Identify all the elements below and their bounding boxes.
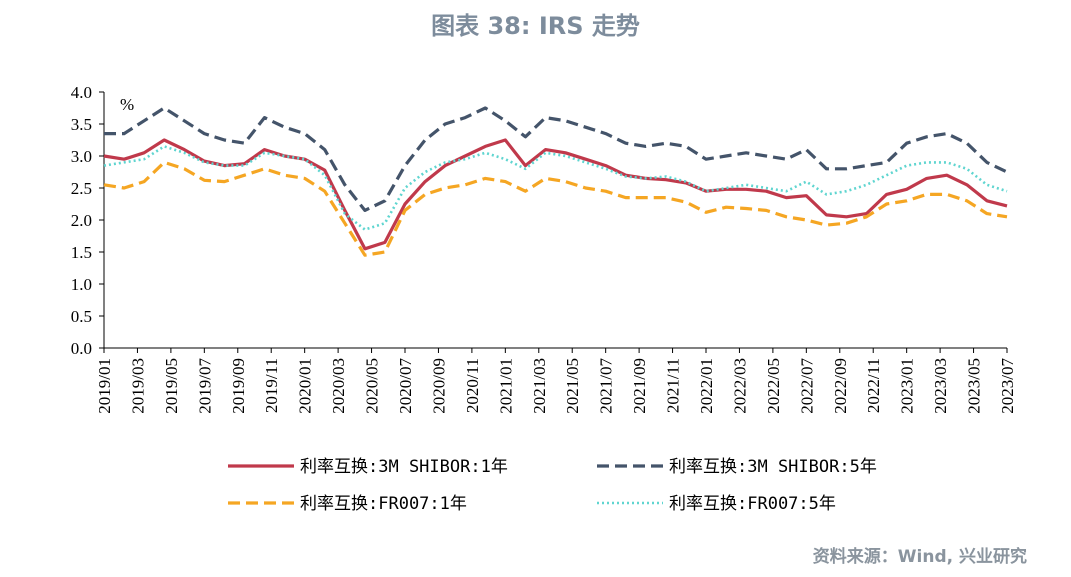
x-tick-label: 2020/11 [463, 358, 482, 413]
x-tick-label: 2019/07 [195, 358, 214, 414]
y-tick-label: 0.5 [71, 307, 92, 326]
series-line-1 [103, 138, 1008, 251]
x-tick-label: 2022/09 [831, 358, 850, 414]
x-tick-label: 2023/01 [898, 358, 917, 414]
x-tick-label: 2023/05 [965, 358, 984, 414]
legend: 利率互换:3M SHIBOR:1年 利率互换:3M SHIBOR:5年利率互换:F… [228, 457, 877, 514]
x-tick-label: 2021/07 [597, 358, 616, 414]
x-tick-label: 2023/03 [931, 358, 950, 414]
x-tick-label: 2019/11 [262, 358, 281, 413]
legend-label-3: 利率互换:FR007:1年 [300, 494, 467, 514]
series-line-2 [104, 106, 1008, 212]
y-unit-label: % [120, 95, 134, 114]
y-tick-label: 0.0 [71, 339, 92, 358]
y-tick-label: 2.5 [71, 179, 92, 198]
x-tick-label: 2019/09 [229, 358, 248, 414]
x-tick-label: 2020/05 [363, 358, 382, 414]
y-tick-label: 2.0 [71, 211, 92, 230]
y-tick-label: 3.0 [71, 147, 92, 166]
x-tick-label: 2022/01 [697, 358, 716, 414]
x-tick-label: 2021/03 [530, 358, 549, 414]
x-tick-label: 2020/03 [329, 358, 348, 414]
chart-title: 图表 38: IRS 走势 [431, 12, 640, 40]
legend-label-1: 利率互换:3M SHIBOR:1年 [300, 457, 508, 477]
y-tick-label: 3.5 [71, 115, 92, 134]
x-tick-label: 2020/09 [429, 358, 448, 414]
legend-label-2: 利率互换:3M SHIBOR:5年 [669, 457, 877, 477]
y-tick-label: 1.0 [71, 275, 92, 294]
x-tick-label: 2020/07 [396, 358, 415, 414]
series-lines [103, 106, 1008, 257]
x-tick-label: 2019/05 [162, 358, 181, 414]
x-tick-label: 2021/11 [664, 358, 683, 413]
y-tick-label: 1.5 [71, 243, 92, 262]
x-tick-label: 2021/01 [496, 358, 515, 414]
x-tick-label: 2022/05 [764, 358, 783, 414]
source-note: 资料来源：Wind, 兴业研究 [812, 547, 1027, 567]
x-tick-label: 2023/07 [998, 358, 1017, 414]
series-line-3 [103, 160, 1008, 257]
x-tick-label: 2019/03 [128, 358, 147, 414]
x-tick-label: 2022/07 [797, 358, 816, 414]
x-tick-label: 2021/05 [563, 358, 582, 414]
legend-label-4: 利率互换:FR007:5年 [669, 494, 836, 514]
x-tick-label: 2020/01 [296, 358, 315, 414]
series-line-4 [103, 145, 1008, 231]
x-tick-label: 2021/09 [630, 358, 649, 414]
y-tick-label: 4.0 [71, 83, 92, 102]
x-tick-label: 2022/03 [730, 358, 749, 414]
axes: 4.0 3.5 3.0 2.5 2.0 1.5 1.0 0.5 0.0% 2019/01 2019/… [71, 83, 1017, 414]
x-tick-label: 2019/01 [95, 358, 114, 414]
x-tick-label: 2022/11 [864, 358, 883, 413]
